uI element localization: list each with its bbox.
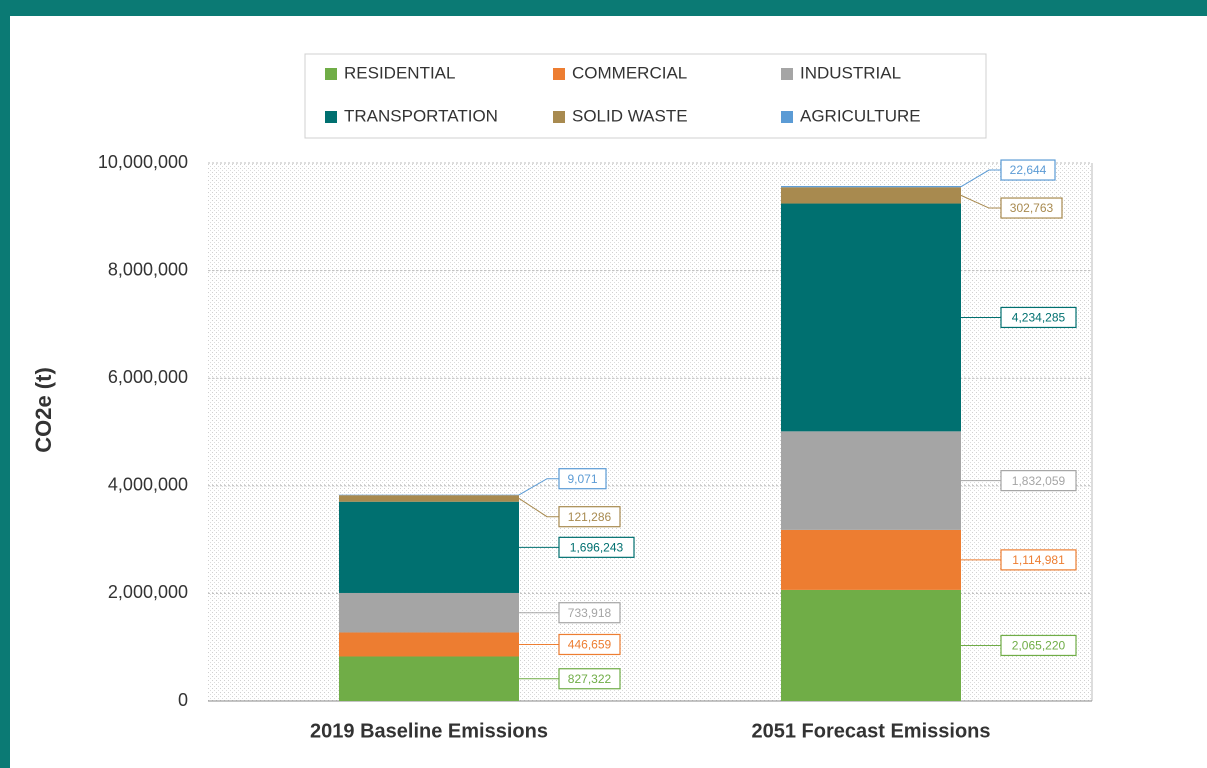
leader-line	[960, 169, 1001, 188]
leader-line	[960, 194, 1001, 209]
bar-segment	[781, 431, 961, 530]
left-border	[0, 0, 10, 768]
data-label: 121,286	[568, 510, 612, 524]
leader-line	[518, 478, 559, 496]
label-box	[558, 633, 621, 656]
data-label: 1,696,243	[570, 541, 624, 555]
bar-segment	[339, 592, 519, 633]
top-border	[0, 0, 1207, 16]
bar-segment	[339, 501, 519, 593]
y-tick-label: 6,000,000	[108, 367, 188, 387]
bar-segment	[781, 529, 961, 590]
legend-swatch	[325, 68, 337, 80]
bar-segment	[339, 632, 519, 657]
label-box	[558, 602, 621, 624]
bar-segment	[339, 495, 519, 502]
legend-label: SOLID WASTE	[572, 106, 688, 125]
legend-label: INDUSTRIAL	[800, 63, 901, 82]
legend-label: COMMERCIAL	[572, 63, 687, 82]
legend-label: AGRICULTURE	[800, 106, 921, 125]
legend-swatch	[553, 111, 565, 123]
label-box	[1000, 634, 1077, 657]
data-label: 446,659	[568, 638, 612, 652]
label-box	[558, 468, 607, 490]
data-label: 1,832,059	[1012, 474, 1066, 488]
legend-label: TRANSPORTATION	[344, 106, 498, 125]
x-tick-label: 2051 Forecast Emissions	[751, 720, 990, 742]
legend-swatch	[781, 68, 793, 80]
data-label: 9,071	[567, 472, 597, 486]
y-tick-label: 0	[178, 690, 188, 710]
bar-segment	[781, 186, 961, 188]
data-label: 22,644	[1010, 163, 1047, 177]
label-box	[558, 536, 635, 558]
label-box	[1000, 197, 1063, 219]
bar-segment	[781, 589, 961, 701]
legend-swatch	[781, 111, 793, 123]
bar-segment	[781, 203, 961, 432]
data-label: 4,234,285	[1012, 311, 1066, 325]
y-tick-label: 8,000,000	[108, 259, 188, 279]
data-label: 302,763	[1010, 201, 1054, 215]
leader-line	[518, 498, 559, 518]
label-box	[1000, 159, 1056, 181]
label-box	[1000, 549, 1077, 571]
label-box	[558, 668, 621, 690]
y-tick-label: 2,000,000	[108, 582, 188, 602]
legend-label: RESIDENTIAL	[344, 63, 455, 82]
y-tick-label: 10,000,000	[98, 152, 188, 172]
data-label: 2,065,220	[1012, 639, 1066, 653]
data-label: 1,114,981	[1012, 553, 1065, 567]
legend-swatch	[325, 111, 337, 123]
x-tick-label: 2019 Baseline Emissions	[310, 720, 548, 742]
bar-segment	[339, 656, 519, 701]
legend-box	[304, 53, 987, 139]
legend-swatch	[553, 68, 565, 80]
label-box	[1000, 470, 1077, 492]
data-label: 827,322	[568, 672, 612, 686]
label-box	[558, 506, 621, 528]
bar-segment	[781, 187, 961, 204]
data-label: 733,918	[568, 606, 612, 620]
label-box	[1000, 306, 1077, 329]
y-tick-label: 4,000,000	[108, 475, 188, 495]
y-axis-title: CO2e (t)	[31, 367, 56, 453]
